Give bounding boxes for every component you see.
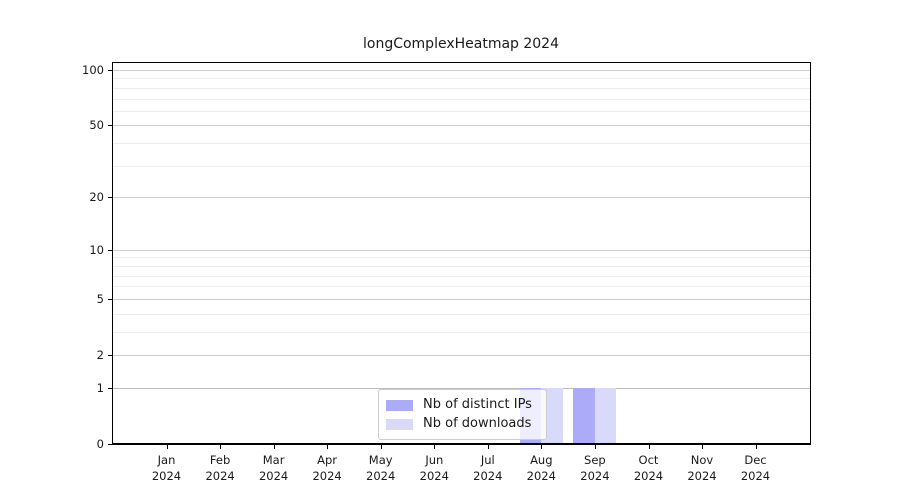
minor-gridline (113, 110, 810, 112)
y-tick-label-20: 20 (89, 190, 104, 205)
x-tick-year: 2024 (580, 469, 610, 483)
minor-gridline (113, 87, 810, 89)
x-tick-month: May (368, 453, 393, 467)
y-tick-10 (108, 249, 112, 251)
x-tick-month: Sep (584, 453, 606, 467)
x-tick-label-may: May 2024 (354, 452, 408, 484)
major-gridline-50 (113, 125, 810, 127)
x-tick-year: 2024 (740, 469, 771, 483)
major-gridline-5 (113, 298, 810, 300)
x-tick-jul (487, 445, 489, 449)
y-tick-label-50: 50 (89, 118, 104, 133)
x-tick-year: 2024 (687, 469, 717, 483)
x-tick-year: 2024 (312, 469, 342, 483)
legend-label-downloads: Nb of downloads (423, 416, 532, 431)
x-tick-year: 2024 (258, 469, 289, 483)
y-tick-label-5: 5 (96, 291, 104, 306)
x-tick-label-dec: Dec 2024 (729, 452, 783, 484)
bar-distinct-ips-sep (573, 387, 595, 443)
x-tick-jan (166, 445, 168, 449)
major-gridline-1 (113, 387, 810, 389)
minor-gridline (113, 313, 810, 315)
minor-gridline (113, 331, 810, 333)
bar-downloads-sep (594, 387, 617, 443)
y-tick-50 (108, 125, 112, 127)
minor-gridline (113, 257, 810, 259)
y-tick-0 (108, 444, 112, 445)
x-tick-month: Dec (744, 453, 767, 467)
legend-item-downloads: Nb of downloads (379, 416, 546, 432)
x-tick-month: Apr (317, 453, 338, 467)
y-tick-label-1: 1 (96, 380, 104, 395)
x-tick-jun (434, 445, 436, 449)
x-tick-label-jul: Jul 2024 (461, 452, 515, 484)
y-tick-label-0: 0 (96, 437, 104, 451)
x-tick-year: 2024 (526, 469, 556, 483)
minor-gridline (113, 165, 810, 167)
x-tick-label-jun: Jun 2024 (407, 452, 461, 484)
y-tick-label-100: 100 (82, 63, 104, 77)
minor-gridline (113, 275, 810, 277)
x-tick-year: 2024 (473, 469, 503, 483)
x-tick-oct (648, 445, 650, 449)
x-tick-label-jan: Jan 2024 (140, 452, 194, 484)
major-gridline-10 (113, 249, 810, 251)
x-tick-aug (541, 445, 543, 449)
y-tick-100 (108, 70, 112, 71)
x-tick-month: Jan (157, 453, 176, 467)
minor-gridline (113, 143, 810, 145)
minor-gridline (113, 78, 810, 80)
plot-area (112, 62, 810, 444)
legend-label-distinct-ips: Nb of distinct IPs (423, 397, 532, 412)
chart-title: longComplexHeatmap 2024 (362, 36, 559, 52)
x-tick-label-aug: Aug 2024 (514, 452, 568, 484)
x-tick-label-sep: Sep 2024 (568, 452, 622, 484)
x-tick-sep (594, 445, 596, 449)
minor-gridline (113, 286, 810, 288)
x-tick-feb (220, 445, 222, 449)
y-tick-5 (108, 298, 112, 300)
x-tick-may (380, 445, 382, 449)
x-tick-month: Nov (690, 453, 714, 467)
y-axis-line (112, 62, 113, 444)
y-tick-label-2: 2 (96, 348, 104, 362)
x-tick-year: 2024 (633, 469, 664, 483)
top-spine (112, 62, 811, 63)
x-tick-label-apr: Apr 2024 (300, 452, 354, 484)
x-tick-year: 2024 (419, 469, 449, 483)
y-tick-2 (108, 355, 112, 356)
y-tick-20 (108, 197, 112, 199)
x-axis-line (112, 443, 811, 445)
x-tick-label-mar: Mar 2024 (247, 452, 301, 484)
minor-gridline (113, 98, 810, 100)
downloads-swatch-icon (386, 419, 413, 430)
y-tick-1 (108, 387, 112, 389)
legend: Nb of distinct IPs Nb of downloads (378, 389, 547, 440)
x-tick-dec (755, 445, 757, 449)
major-gridline-2 (113, 355, 810, 356)
x-tick-month: Mar (262, 453, 285, 467)
major-gridline-100 (113, 70, 810, 71)
x-tick-year: 2024 (151, 469, 182, 483)
distinct-ips-swatch-icon (386, 400, 413, 411)
x-tick-nov (702, 445, 703, 449)
major-gridline-20 (113, 197, 810, 199)
minor-gridline (113, 265, 810, 267)
x-tick-year: 2024 (366, 469, 396, 483)
x-tick-mar (273, 445, 275, 449)
legend-item-distinct-ips: Nb of distinct IPs (379, 397, 546, 413)
right-spine (810, 62, 811, 444)
y-tick-label-10: 10 (89, 242, 104, 257)
x-tick-label-feb: Feb 2024 (193, 452, 247, 484)
x-tick-month: Jul (480, 453, 495, 467)
x-tick-year: 2024 (205, 469, 235, 483)
x-tick-month: Feb (209, 453, 231, 467)
x-tick-month: Oct (638, 453, 659, 467)
x-tick-apr (327, 445, 329, 449)
x-tick-month: Aug (530, 453, 553, 467)
x-tick-month: Jun (425, 453, 444, 467)
x-tick-label-nov: Nov 2024 (675, 452, 729, 484)
x-tick-label-oct: Oct 2024 (622, 452, 676, 484)
